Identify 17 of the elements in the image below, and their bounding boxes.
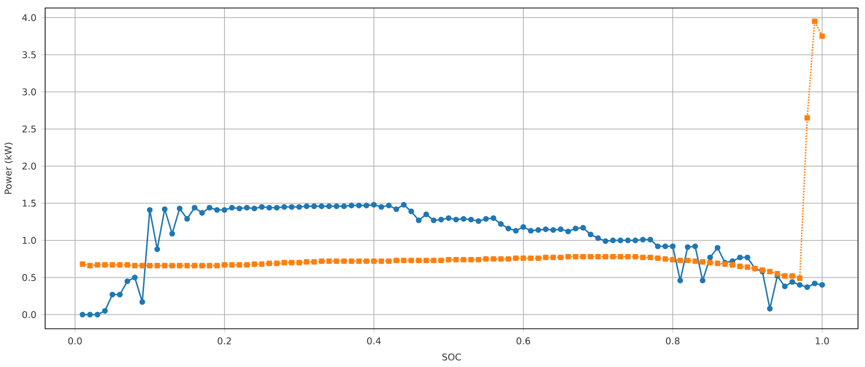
x-axis-title: SOC [442, 354, 461, 361]
y-tick-label: 4.0 [22, 14, 36, 22]
y-tick-label: 0.5 [22, 274, 36, 282]
x-tick-label: 0.8 [666, 338, 680, 345]
y-tick-label: 2.5 [22, 126, 36, 133]
y-tick-label: 3.5 [22, 51, 36, 58]
y-axis-title: Power (kW) [4, 142, 13, 194]
y-tick-label: 3.0 [22, 88, 36, 96]
y-tick-label: 1.0 [22, 237, 36, 244]
y-tick-label: 0.0 [22, 311, 36, 318]
x-tick-label: 0.2 [218, 338, 231, 345]
x-tick-label: 0.6 [516, 338, 530, 345]
x-tick-label: 1.0 [816, 338, 829, 345]
x-tick-label: 0.0 [68, 338, 82, 345]
y-tick-label: 1.5 [22, 200, 36, 207]
x-tick-label: 0.4 [367, 338, 381, 345]
y-tick-label: 2.0 [22, 162, 36, 170]
